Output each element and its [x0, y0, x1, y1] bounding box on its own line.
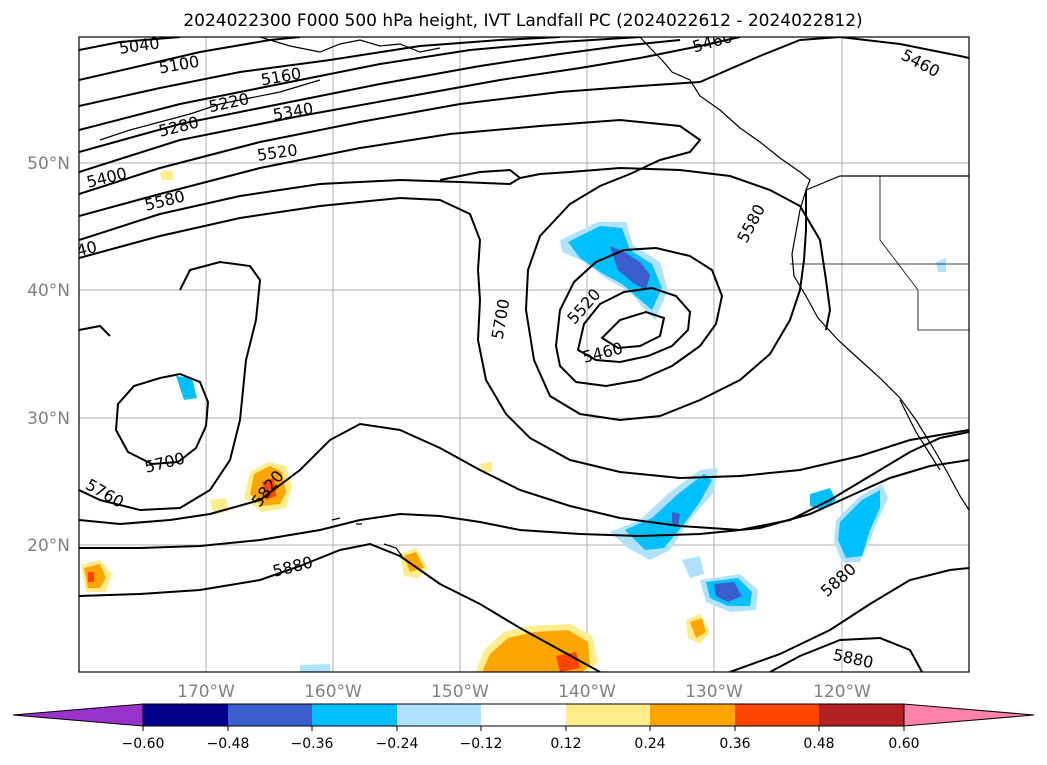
pc-area-neg-strong-se [714, 582, 742, 602]
contour-5460-low [576, 286, 692, 364]
colorbar-tick-label: 0.60 [888, 736, 919, 752]
lon-label-140w: 140°W [558, 682, 616, 702]
lon-label-120w: 120°W [813, 682, 871, 702]
contour-5700-west [114, 372, 210, 466]
contour-5880-se [769, 636, 923, 672]
colorbar-tick-label: 0.48 [803, 736, 834, 752]
contour-5220 [79, 37, 641, 131]
colorbar-tick-label: −0.48 [207, 736, 250, 752]
colorbar-tick-label: 0.12 [550, 736, 581, 752]
pc-area-neg-strong-sw [672, 512, 680, 526]
colorbar-tick-label: −0.12 [460, 736, 503, 752]
contour-5760 [79, 260, 262, 512]
colorbar-tick-label: −0.24 [376, 736, 419, 752]
contour-5460-north [699, 37, 969, 83]
state-border-nv [879, 176, 969, 331]
contour-5100 [79, 37, 301, 81]
us-canada-border [805, 175, 969, 191]
contour-5340 [79, 37, 741, 173]
colorbar-segment [735, 704, 819, 726]
contour-5880-west [79, 542, 601, 672]
lat-label-40n: 40°N [27, 281, 70, 301]
latitude-labels: 50°N 40°N 30°N 20°N [27, 154, 70, 556]
map-border [78, 36, 970, 673]
coastlines [99, 37, 969, 557]
colorbar-segment [312, 704, 397, 726]
aleutian-chain [99, 79, 321, 141]
colorbar-tick-label: −0.36 [291, 736, 334, 752]
graticule [79, 37, 969, 672]
colorbar-tick-label: 0.24 [634, 736, 665, 752]
pc-area-pos-tiny-mid [480, 462, 492, 472]
contour-5520-low [554, 246, 724, 388]
contour-5400 [79, 81, 701, 195]
contour-5280 [79, 39, 681, 153]
hawaii-islands [383, 543, 403, 557]
pc-area-neg-strong-north [610, 246, 650, 290]
contour-5700-central [476, 299, 969, 480]
pc-area-pos-tiny-north [160, 170, 174, 180]
colorbar-tick-label: 0.36 [719, 736, 750, 752]
baja-peninsula [899, 399, 941, 471]
pc-area-pos-strong-fw [88, 572, 94, 582]
lat-label-50n: 50°N [27, 154, 70, 174]
pc-area-neg-west [176, 376, 197, 400]
figure-title: 2024022300 F000 500 hPa height, IVT Land… [183, 11, 862, 31]
colorbar-segment [397, 704, 481, 726]
contour-label-5040: 5040 [118, 33, 161, 57]
colorbar-outline [142, 703, 905, 727]
colorbar-segment [481, 704, 566, 726]
colorbar-segment [650, 704, 735, 726]
contour-label-5640: 40 [74, 237, 98, 260]
pc-area-pos-mid-mid [404, 552, 424, 572]
contour-5160 [79, 37, 561, 107]
contour-5820 [79, 422, 969, 532]
pc-area-neg-mid-sw [625, 474, 712, 550]
pc-area-pos-strong-west [262, 478, 276, 500]
colorbar-extend-max [903, 703, 1035, 727]
contour-5400-low [600, 310, 666, 350]
british-columbia-coast [639, 37, 811, 191]
pc-positive-areas [81, 170, 710, 672]
us-west-coast [791, 189, 969, 511]
contour-5040 [79, 37, 181, 51]
contour-5580-west [79, 168, 522, 241]
contour-5880-east [729, 567, 969, 672]
contour-5880-north [79, 459, 969, 549]
alaska-south-coast [259, 37, 441, 53]
colorbar-segment [143, 704, 228, 726]
pc-area-pos-mid-se [690, 618, 706, 638]
lon-label-160w: 160°W [304, 682, 362, 702]
colorbar-tick-label: −0.60 [122, 736, 165, 752]
lat-label-20n: 20°N [27, 536, 70, 556]
colorbar-segment [819, 704, 904, 726]
height-contours [79, 37, 969, 672]
map-area [79, 37, 969, 672]
colorbar: −0.60 −0.48 −0.36 −0.24 −0.12 0.12 0.24 … [12, 703, 1035, 752]
pc-area-neg-mid-east [838, 490, 880, 558]
longitude-labels: 170°W 160°W 150°W 140°W 130°W 120°W [177, 682, 871, 702]
lon-label-150w: 150°W [431, 682, 489, 702]
contour-5580-east [519, 166, 832, 331]
pc-area-neg-light-s [682, 556, 704, 578]
pc-area-neg-coast [936, 258, 946, 272]
contour-5520-outer [79, 118, 807, 422]
colorbar-extend-min [12, 703, 144, 727]
colorbar-segment [566, 704, 650, 726]
lon-label-130w: 130°W [685, 682, 743, 702]
colorbar-segment [228, 704, 312, 726]
pc-area-neg-bottom [300, 664, 330, 672]
hawaii-islets [331, 517, 362, 525]
lat-label-30n: 30°N [27, 409, 70, 429]
contour-5640 [79, 196, 482, 301]
lon-label-170w: 170°W [177, 682, 235, 702]
